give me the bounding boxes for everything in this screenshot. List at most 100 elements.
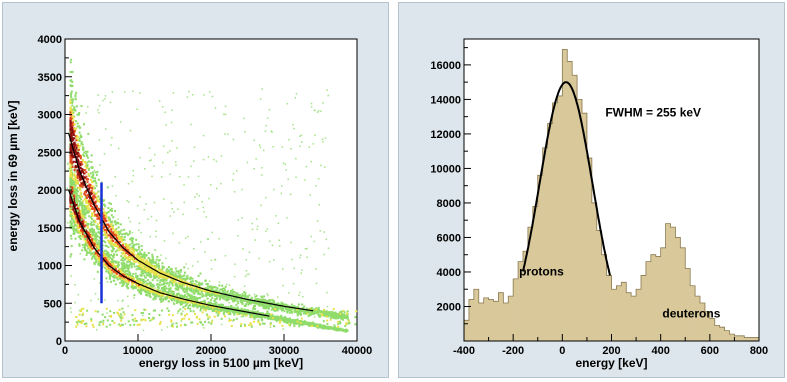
density-point — [156, 275, 158, 278]
density-point — [136, 275, 139, 278]
density-point — [335, 328, 338, 331]
density-point — [97, 255, 100, 258]
density-point — [182, 306, 185, 309]
density-point — [75, 153, 78, 156]
density-point — [168, 292, 171, 295]
density-point — [70, 214, 72, 217]
density-point — [163, 276, 166, 279]
density-point — [198, 283, 201, 286]
density-point — [185, 276, 188, 279]
density-point — [153, 264, 156, 267]
density-point — [99, 246, 101, 249]
density-point — [127, 281, 130, 284]
density-point — [211, 292, 213, 295]
density-point — [125, 252, 128, 255]
density-point — [137, 252, 139, 255]
density-point — [107, 263, 110, 266]
density-point — [211, 297, 214, 300]
density-point — [170, 278, 173, 281]
density-point — [106, 236, 109, 238]
density-point — [168, 284, 171, 287]
density-point — [328, 312, 331, 315]
density-point — [251, 310, 254, 313]
density-point — [145, 266, 148, 269]
density-point — [162, 299, 164, 302]
density-point — [273, 316, 276, 319]
density-point — [112, 247, 115, 250]
density-point — [119, 277, 122, 280]
density-point — [97, 245, 100, 248]
density-point — [269, 299, 272, 301]
density-point — [166, 292, 169, 295]
density-point — [81, 210, 84, 213]
density-point — [193, 287, 195, 290]
density-point — [137, 248, 140, 251]
density-point — [199, 272, 202, 275]
density-point — [202, 306, 205, 309]
density-point — [87, 173, 90, 175]
density-point — [119, 269, 122, 272]
density-point — [200, 291, 203, 294]
density-point — [95, 255, 98, 258]
density-point — [115, 221, 118, 224]
density-point — [127, 278, 130, 281]
density-point — [164, 296, 167, 299]
density-point — [187, 307, 189, 310]
density-point — [193, 295, 196, 298]
density-point — [71, 217, 74, 220]
density-point — [321, 311, 323, 313]
density-point — [82, 175, 84, 178]
density-point — [128, 264, 131, 267]
density-point — [98, 242, 101, 245]
density-point — [89, 245, 92, 248]
density-point — [207, 290, 210, 293]
density-point — [190, 287, 193, 290]
density-point — [69, 129, 72, 131]
density-point — [84, 176, 87, 179]
density-point — [320, 325, 323, 328]
density-point — [325, 326, 328, 329]
density-point — [192, 291, 195, 294]
density-point — [113, 276, 115, 279]
density-point — [171, 282, 174, 285]
density-point — [117, 230, 120, 233]
density-point — [136, 265, 139, 268]
density-point — [87, 245, 90, 248]
density-point — [95, 241, 98, 244]
density-point — [160, 279, 163, 281]
density-point — [195, 303, 198, 306]
density-point — [302, 321, 305, 324]
density-point — [69, 93, 72, 96]
density-point — [268, 303, 271, 306]
density-point — [103, 214, 106, 217]
density-point — [80, 163, 82, 166]
density-point — [75, 147, 78, 150]
density-point — [72, 116, 75, 119]
density-point — [319, 314, 322, 317]
density-point — [318, 310, 321, 313]
density-point — [73, 186, 75, 189]
density-point — [122, 242, 125, 245]
density-point — [97, 257, 100, 260]
density-point — [92, 177, 95, 180]
density-point — [83, 191, 86, 194]
density-point — [147, 269, 149, 272]
density-point — [93, 223, 96, 226]
density-point — [206, 283, 209, 285]
density-point — [220, 293, 223, 296]
density-point — [124, 280, 127, 282]
density-point — [116, 245, 119, 247]
density-point — [230, 290, 232, 292]
density-point — [317, 313, 320, 316]
density-point — [265, 315, 267, 318]
density-point — [107, 255, 110, 257]
density-point — [79, 157, 82, 160]
density-point — [98, 244, 101, 247]
density-point — [147, 288, 150, 291]
density-point — [137, 286, 140, 289]
density-point — [107, 261, 110, 264]
density-point — [204, 293, 207, 296]
density-point — [103, 263, 106, 266]
density-point — [69, 255, 72, 258]
density-point — [117, 268, 120, 271]
